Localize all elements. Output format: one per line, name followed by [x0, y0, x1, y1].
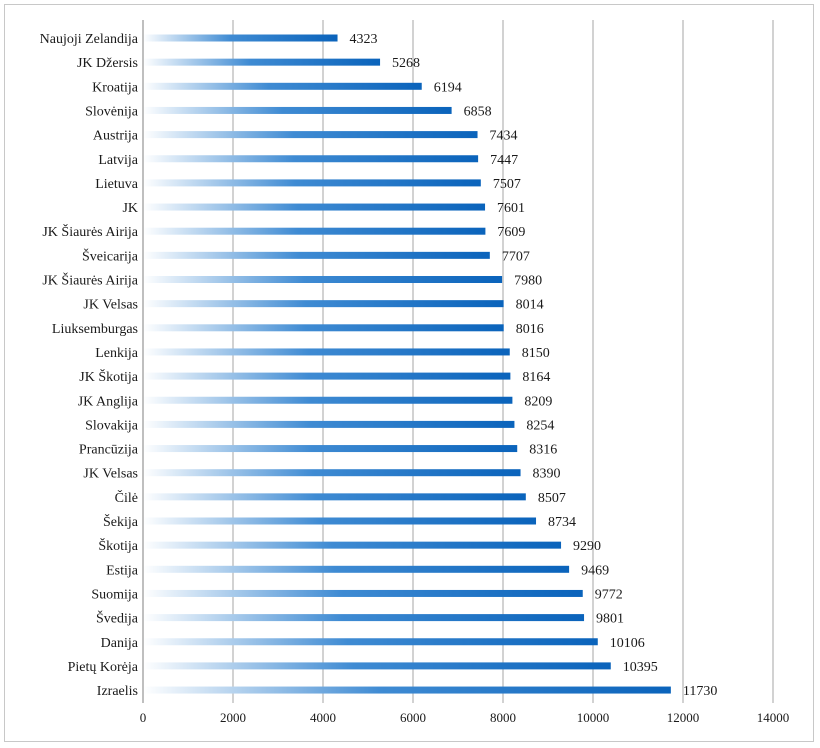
- category-label: Austrija: [93, 129, 139, 144]
- category-label: Naujoji Zelandija: [40, 32, 139, 47]
- bar: [143, 131, 478, 139]
- value-label: 9469: [581, 563, 609, 578]
- x-tick-label: 14000: [757, 710, 790, 725]
- value-label: 9801: [596, 612, 624, 627]
- bar: [143, 276, 503, 283]
- x-tick-label: 6000: [400, 710, 426, 725]
- bar: [143, 82, 422, 90]
- value-label: 9290: [573, 539, 601, 554]
- bar: [143, 106, 452, 114]
- labels: 0 2000 4000 6000 8000 10000 12000 14000 Naujoji …: [40, 32, 790, 725]
- bar: [143, 469, 521, 477]
- category-label: JK Škotija: [79, 368, 139, 385]
- category-label: Pietų Korėja: [68, 660, 139, 675]
- value-label: 8150: [522, 346, 550, 361]
- category-label: Prancūzija: [79, 443, 139, 458]
- value-label: 7980: [514, 274, 542, 289]
- category-label: Danija: [101, 636, 139, 651]
- bar: [143, 227, 486, 235]
- bar: [143, 420, 515, 428]
- value-label: 8734: [548, 515, 576, 530]
- category-label: Kroatija: [92, 80, 139, 95]
- value-label: 8016: [516, 322, 544, 337]
- bar: [143, 372, 511, 380]
- category-label: Estija: [106, 563, 139, 578]
- value-label: 8254: [526, 418, 554, 433]
- bar: [143, 445, 518, 453]
- x-tick-label: 10000: [577, 710, 610, 725]
- bar: [143, 589, 583, 597]
- bar: [143, 517, 537, 525]
- category-label: Izraelis: [97, 684, 138, 699]
- value-label: 4323: [350, 32, 378, 47]
- category-label: Lietuva: [95, 177, 139, 192]
- category-label: Škotija: [98, 537, 138, 554]
- x-tick-label: 4000: [310, 710, 336, 725]
- value-label: 8014: [516, 298, 544, 313]
- category-label: Švedija: [96, 610, 139, 627]
- category-label: Šveicarija: [82, 247, 139, 264]
- value-label: 7447: [490, 153, 518, 168]
- category-label: JK Šiaurės Airija: [42, 272, 138, 289]
- bar: [143, 34, 338, 42]
- category-label: Slovėnija: [85, 104, 139, 119]
- bar: [143, 155, 479, 163]
- value-label: 8316: [529, 443, 557, 458]
- category-label: JK Velsas: [83, 467, 138, 482]
- bar: [143, 58, 381, 66]
- category-label: Suomija: [91, 587, 138, 602]
- value-label: 6858: [464, 104, 492, 119]
- category-label: JK Velsas: [83, 298, 138, 313]
- category-label: JK: [122, 201, 138, 216]
- bar: [143, 638, 598, 646]
- x-tick-label: 12000: [667, 710, 700, 725]
- value-label: 5268: [392, 56, 420, 71]
- value-label: 9772: [595, 587, 623, 602]
- category-label: JK Šiaurės Airija: [42, 223, 138, 240]
- category-label: Lenkija: [95, 346, 139, 361]
- value-label: 8209: [524, 394, 552, 409]
- value-label: 7601: [497, 201, 525, 216]
- value-label: 7434: [490, 129, 518, 144]
- gridlines: [232, 20, 774, 703]
- x-tick-label: 2000: [220, 710, 246, 725]
- bar: [143, 614, 585, 622]
- category-label: JK Džersis: [77, 56, 138, 71]
- category-label: Čilė: [115, 489, 138, 506]
- category-label: Latvija: [98, 153, 138, 168]
- value-label: 7707: [502, 249, 530, 264]
- bar: [143, 348, 510, 356]
- bar: [143, 565, 570, 573]
- bar: [143, 251, 490, 259]
- bar: [143, 300, 504, 308]
- value-label: 8507: [538, 491, 566, 506]
- bar: [143, 324, 504, 332]
- value-label: 11730: [683, 684, 717, 699]
- value-label: 7609: [497, 225, 525, 240]
- value-label: 8390: [533, 467, 561, 482]
- bar: [143, 203, 486, 211]
- value-label: 10395: [623, 660, 658, 675]
- category-label: Šekija: [103, 513, 139, 530]
- bar: [143, 686, 671, 694]
- x-tick-label: 8000: [490, 710, 516, 725]
- category-label: Slovakija: [85, 418, 139, 433]
- value-label: 6194: [434, 80, 462, 95]
- category-label: JK Anglija: [78, 394, 139, 409]
- category-label: Liuksemburgas: [52, 322, 138, 337]
- bar: [143, 179, 481, 187]
- value-label: 7507: [493, 177, 521, 192]
- bar: [143, 662, 611, 670]
- value-label: 8164: [522, 370, 550, 385]
- value-label: 10106: [610, 636, 645, 651]
- bar: [143, 396, 513, 404]
- bars: [143, 34, 671, 694]
- bar: [143, 541, 562, 549]
- x-tick-label: 0: [140, 710, 147, 725]
- bar: [143, 493, 526, 501]
